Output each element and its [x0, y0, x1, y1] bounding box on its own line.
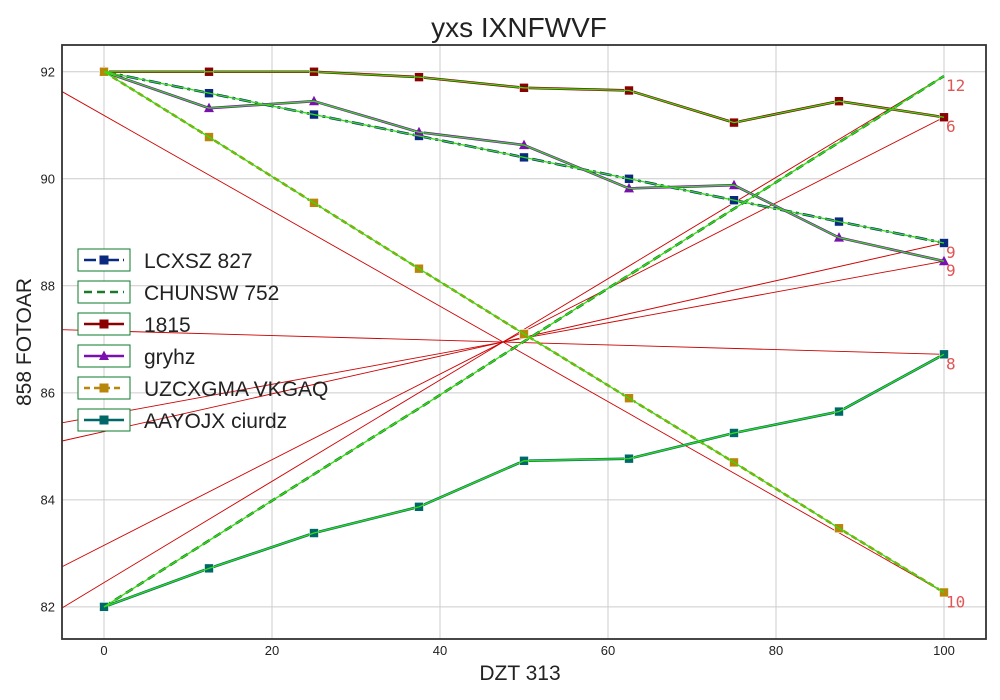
x-tick-label: 40 — [433, 643, 447, 658]
highlight-line — [104, 71, 945, 124]
legend-label: UZCXGMA VKGAQ — [144, 378, 328, 401]
plot-frame — [61, 44, 987, 640]
x-axis-ticks: 0 20 40 60 80 100 — [100, 643, 954, 658]
legend-label: CHUNSW 752 — [144, 282, 279, 305]
x-tick-label: 0 — [100, 643, 107, 658]
legend-swatch-marker — [99, 415, 109, 425]
y-tick-label: 92 — [41, 64, 55, 79]
data-point — [414, 126, 424, 137]
highlight-line — [103, 71, 945, 262]
x-tick-label: 80 — [769, 643, 783, 658]
legend-item: LCXSZ 827 — [77, 248, 253, 273]
x-axis-label: DZT 313 — [479, 662, 560, 685]
legend-swatch-marker — [99, 255, 109, 265]
green-highlight-lines — [103, 71, 945, 608]
legend-item: CHUNSW 752 — [77, 280, 279, 305]
red-guide-lines — [61, 75, 945, 609]
legend-item: gryhz — [77, 344, 195, 369]
end-label: 6 — [946, 117, 956, 136]
legend: LCXSZ 827 CHUNSW 752 1815 gryhz UZCXGMA VKGA… — [77, 248, 328, 433]
data-point — [834, 232, 844, 242]
end-label: 12 — [946, 76, 965, 95]
x-tick-label: 60 — [601, 643, 615, 658]
red-guide-line — [61, 329, 945, 355]
highlight-line — [103, 71, 945, 244]
data-point — [624, 182, 634, 193]
legend-swatch-marker — [99, 319, 109, 329]
legend-label: LCXSZ 827 — [144, 250, 253, 273]
x-tick-label: 100 — [933, 643, 955, 658]
legend-swatch-marker — [99, 350, 109, 360]
legend-label: gryhz — [144, 346, 195, 369]
y-axis-ticks: 82 84 86 88 90 92 — [41, 64, 55, 614]
highlight-line — [103, 75, 945, 608]
data-point — [204, 102, 214, 113]
y-tick-label: 88 — [41, 278, 55, 293]
highlight-line — [103, 71, 945, 593]
end-label: 9 — [946, 261, 956, 280]
y-tick-label: 84 — [41, 492, 55, 507]
y-tick-label: 90 — [41, 171, 55, 186]
data-point — [309, 95, 319, 106]
end-label: 8 — [946, 354, 956, 373]
y-tick-label: 82 — [41, 599, 55, 614]
end-label: 10 — [946, 592, 965, 611]
end-labels: 9 12 6 9 10 8 — [946, 76, 965, 611]
y-tick-label: 86 — [41, 385, 55, 400]
series-line — [103, 70, 945, 263]
legend-swatch-marker — [99, 383, 109, 393]
chart-title: yxs IXNFWVF — [431, 12, 607, 43]
legend-item: UZCXGMA VKGAQ — [77, 376, 328, 401]
highlight-line — [103, 353, 945, 608]
legend-label: AAYOJX ciurdz — [144, 410, 287, 433]
legend-item: AAYOJX ciurdz — [77, 408, 287, 433]
legend-item: 1815 — [77, 312, 191, 337]
legend-label: 1815 — [144, 314, 191, 337]
y-axis-label: 858 FOTOAR — [13, 278, 36, 406]
data-point — [939, 255, 949, 266]
x-tick-label: 20 — [265, 643, 279, 658]
end-label: 9 — [946, 243, 956, 262]
